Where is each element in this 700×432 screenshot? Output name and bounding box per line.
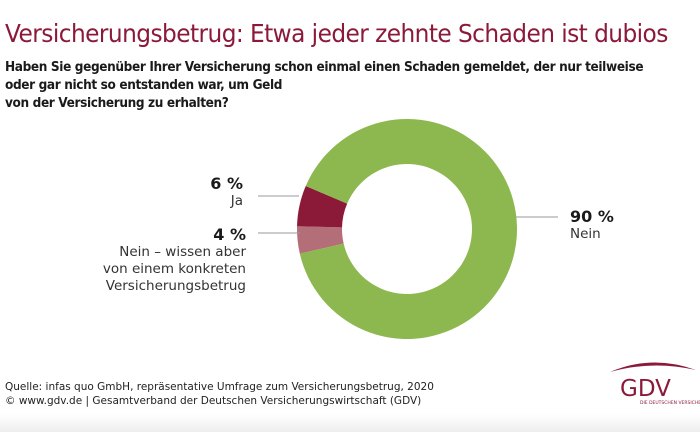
data-label-nein-value: 90 % — [570, 207, 614, 226]
source-note: Quelle: infas quo GmbH, repräsentative U… — [5, 380, 434, 408]
question-line: Haben Sie gegenüber Ihrer Versicherung s… — [5, 60, 644, 75]
survey-question: Haben Sie gegenüber Ihrer Versicherung s… — [5, 59, 644, 113]
data-label-ja-value: 6 % — [210, 174, 243, 193]
label-nein: 90 % Nein — [570, 207, 614, 243]
data-label-ja-name: Ja — [230, 193, 243, 209]
data-label-wissen-value: 4 % — [213, 225, 246, 244]
donut-slice-nein — [299, 119, 517, 339]
source-line: Quelle: infas quo GmbH, repräsentative U… — [5, 381, 434, 393]
data-label-nein-name: Nein — [570, 226, 601, 242]
donut-slice-nein-wissen — [297, 226, 344, 254]
data-label-wissen-name: von einem konkreten — [102, 261, 246, 277]
label-ja: 6 % Ja — [210, 174, 243, 210]
svg-text:GDV: GDV — [620, 376, 671, 402]
gdv-logo: GDV DIE DEUTSCHEN VERSICHERER — [610, 362, 700, 406]
label-wissen: 4 % Nein – wissen aber von einem konkret… — [103, 225, 246, 295]
question-line: oder gar nicht so entstanden war, um Gel… — [5, 78, 283, 93]
donut-slice-ja — [297, 186, 348, 228]
data-label-wissen-name: Nein – wissen aber — [119, 244, 246, 260]
chart-title: Versicherungsbetrug: Etwa jeder zehnte S… — [5, 19, 668, 48]
footer-strip — [0, 414, 700, 432]
svg-text:DIE DEUTSCHEN VERSICHERER: DIE DEUTSCHEN VERSICHERER — [640, 400, 700, 406]
question-line: von der Versicherung zu erhalten? — [5, 96, 229, 111]
data-label-wissen-name: Versicherungsbetrug — [105, 278, 246, 294]
source-line: © www.gdv.de | Gesamtverband der Deutsch… — [5, 395, 422, 407]
